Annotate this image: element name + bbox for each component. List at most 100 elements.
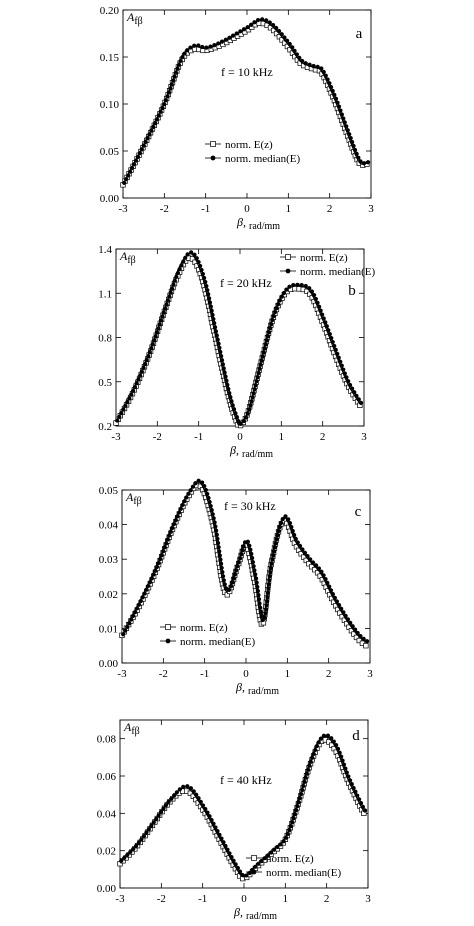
data-point-filled-circle bbox=[220, 574, 226, 579]
data-point-filled-circle bbox=[200, 803, 206, 808]
data-point-filled-circle bbox=[347, 132, 352, 137]
chart-panel-a: -3 -2 -1 0 1 2 3 0.00 0.05 0.10 0.15 0.20 Afβ β, rad/m… bbox=[100, 5, 375, 232]
data-point-filled-circle bbox=[260, 17, 265, 22]
frequency-annotation: f = 30 kHz bbox=[224, 499, 276, 513]
data-point-filled-circle bbox=[229, 584, 234, 589]
data-point-filled-circle bbox=[335, 351, 340, 356]
data-point-filled-circle bbox=[344, 124, 349, 129]
data-point-filled-circle bbox=[267, 20, 272, 25]
data-point-filled-circle bbox=[203, 806, 208, 812]
data-point-filled-circle bbox=[176, 62, 182, 67]
data-point-filled-circle bbox=[356, 397, 361, 402]
panel-letter: c bbox=[355, 504, 362, 520]
data-point-filled-circle bbox=[177, 787, 182, 792]
x-tick-label: 2 bbox=[327, 203, 333, 215]
data-point-filled-circle bbox=[159, 318, 164, 323]
data-point-filled-circle bbox=[154, 117, 160, 122]
data-point-filled-circle bbox=[151, 124, 156, 130]
data-point-filled-circle bbox=[131, 613, 136, 618]
data-point-filled-circle bbox=[214, 532, 219, 537]
y-tick-label: 0.01 bbox=[99, 623, 118, 635]
data-point-filled-circle bbox=[209, 508, 214, 513]
data-point-filled-circle bbox=[158, 557, 163, 562]
frequency-annotation: f = 40 kHz bbox=[220, 773, 272, 787]
data-point-filled-circle bbox=[277, 298, 283, 303]
data-point-filled-circle bbox=[321, 573, 326, 578]
data-point-filled-circle bbox=[138, 598, 143, 604]
data-point-filled-circle bbox=[153, 121, 158, 126]
data-point-filled-circle bbox=[125, 852, 130, 858]
data-point-filled-circle bbox=[139, 837, 144, 842]
data-point-filled-circle bbox=[341, 116, 346, 121]
data-point-filled-circle bbox=[319, 66, 324, 71]
data-point-filled-circle bbox=[321, 733, 326, 738]
data-point-filled-circle bbox=[299, 282, 304, 288]
data-point-filled-circle bbox=[235, 564, 240, 569]
data-point-filled-circle bbox=[249, 399, 254, 404]
panel-letter: a bbox=[356, 26, 363, 42]
data-point-filled-circle bbox=[252, 387, 257, 392]
data-point-filled-circle bbox=[180, 502, 185, 508]
data-point-filled-circle bbox=[171, 78, 176, 83]
data-point-filled-circle bbox=[133, 843, 139, 849]
data-point-filled-circle bbox=[249, 551, 254, 556]
y-tick-label: 0.03 bbox=[99, 554, 119, 566]
data-point-filled-circle bbox=[188, 45, 193, 50]
data-point-filled-circle bbox=[358, 634, 363, 639]
data-point-filled-circle bbox=[320, 312, 325, 317]
data-point-filled-circle bbox=[287, 521, 293, 526]
data-point-filled-circle bbox=[150, 342, 155, 347]
data-point-filled-circle bbox=[276, 302, 281, 307]
data-point-filled-circle bbox=[209, 817, 214, 823]
data-point-filled-circle bbox=[267, 578, 272, 583]
data-point-filled-circle bbox=[127, 169, 133, 174]
data-point-filled-circle bbox=[183, 255, 188, 260]
data-point-filled-circle bbox=[129, 617, 134, 622]
data-point-filled-circle bbox=[346, 774, 351, 779]
data-point-filled-circle bbox=[278, 842, 283, 847]
data-point-filled-circle bbox=[178, 58, 183, 64]
data-point-filled-circle bbox=[161, 806, 166, 811]
data-point-filled-circle bbox=[348, 620, 353, 625]
data-point-filled-circle bbox=[347, 382, 353, 388]
data-point-filled-circle bbox=[144, 587, 149, 592]
data-point-filled-circle bbox=[194, 792, 199, 797]
data-point-filled-circle bbox=[223, 843, 228, 849]
data-point-filled-circle bbox=[329, 335, 334, 341]
x-tick-label: -3 bbox=[115, 893, 125, 905]
data-point-filled-circle bbox=[217, 345, 222, 350]
x-tick-label: 3 bbox=[361, 431, 367, 443]
x-axis-label-sub: rad/mm bbox=[249, 221, 280, 232]
data-point-filled-circle bbox=[355, 630, 360, 636]
data-point-filled-circle bbox=[295, 804, 300, 809]
data-point-filled-circle bbox=[127, 396, 132, 401]
x-tick-label: 3 bbox=[365, 893, 371, 905]
data-point-filled-circle bbox=[265, 334, 271, 339]
data-point-filled-circle bbox=[357, 797, 362, 802]
data-point-filled-circle bbox=[318, 308, 323, 313]
data-point-filled-circle bbox=[217, 549, 222, 554]
data-point-filled-circle bbox=[199, 267, 204, 273]
data-point-filled-circle bbox=[263, 611, 268, 616]
data-point-filled-circle bbox=[125, 624, 130, 630]
legend-label-norm-e: norm. E(z) bbox=[180, 622, 228, 634]
data-point-filled-circle bbox=[172, 278, 177, 283]
data-point-filled-circle bbox=[344, 770, 349, 775]
data-point-filled-circle bbox=[172, 793, 177, 798]
data-point-open-square bbox=[363, 643, 369, 649]
data-point-filled-circle bbox=[269, 561, 274, 566]
x-axis-label-main: β, bbox=[229, 443, 239, 457]
data-point-filled-circle bbox=[327, 332, 332, 337]
data-point-filled-circle bbox=[136, 377, 141, 382]
data-point-filled-circle bbox=[154, 330, 160, 335]
data-point-filled-circle bbox=[231, 33, 236, 38]
data-point-filled-circle bbox=[185, 252, 190, 257]
data-point-filled-circle bbox=[253, 572, 258, 577]
data-point-filled-circle bbox=[356, 155, 361, 160]
data-point-filled-circle bbox=[272, 545, 278, 550]
data-point-filled-circle bbox=[285, 831, 290, 837]
data-point-filled-circle bbox=[342, 120, 347, 125]
data-point-filled-circle bbox=[240, 548, 245, 553]
data-point-filled-circle bbox=[295, 540, 300, 545]
data-point-filled-circle bbox=[167, 294, 172, 299]
